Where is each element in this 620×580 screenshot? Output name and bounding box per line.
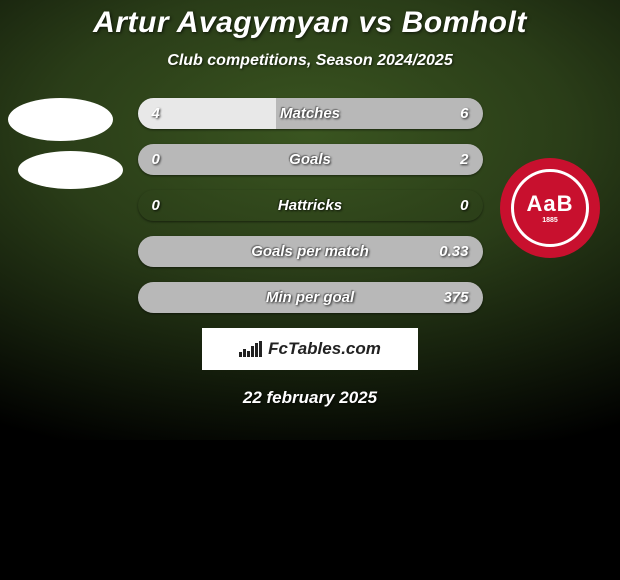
- stat-row: Min per goal375: [138, 282, 483, 313]
- brand-badge: FcTables.com: [202, 328, 418, 370]
- stat-label: Goals: [138, 144, 483, 175]
- club-badge-text: AaB: [526, 193, 573, 215]
- comparison-panel: AaB 1885 Matches46Goals02Hattricks00Goal…: [0, 98, 620, 408]
- club-badge-year: 1885: [542, 217, 558, 224]
- stat-row: Goals0 2: [138, 144, 483, 175]
- stat-row: Hattricks0 0: [138, 190, 483, 221]
- content-container: Artur Avagymyan vs Bomholt Club competit…: [0, 0, 620, 408]
- stat-value-right: 6: [460, 98, 468, 129]
- player-left-avatar-2: [18, 151, 123, 189]
- stat-row: Goals per match0.33: [138, 236, 483, 267]
- club-badge-inner: AaB 1885: [511, 169, 589, 247]
- stat-label: Min per goal: [138, 282, 483, 313]
- brand-prefix: Fc: [268, 339, 288, 358]
- stat-label: Goals per match: [138, 236, 483, 267]
- stat-value-right: 2: [460, 144, 468, 175]
- stat-value-right: 375: [443, 282, 468, 313]
- stat-label: Matches: [138, 98, 483, 129]
- stat-value-left: 0: [152, 144, 160, 175]
- footer-date: 22 february 2025: [0, 388, 620, 408]
- brand-suffix: Tables.com: [288, 339, 381, 358]
- stat-rows: Matches46Goals02Hattricks00Goals per mat…: [138, 98, 483, 313]
- stat-value-left: 0: [152, 190, 160, 221]
- chart-icon: [239, 341, 262, 357]
- page-title: Artur Avagymyan vs Bomholt: [0, 6, 620, 40]
- stat-value-left: 4: [152, 98, 160, 129]
- player-left-avatar-1: [8, 98, 113, 141]
- player-right-club-badge: AaB 1885: [500, 158, 600, 258]
- stat-label: Hattricks: [138, 190, 483, 221]
- brand-text: FcTables.com: [268, 339, 381, 359]
- stat-value-right: 0: [460, 190, 468, 221]
- stat-value-right: 0.33: [439, 236, 468, 267]
- subtitle: Club competitions, Season 2024/2025: [0, 52, 620, 70]
- stat-row: Matches4 6: [138, 98, 483, 129]
